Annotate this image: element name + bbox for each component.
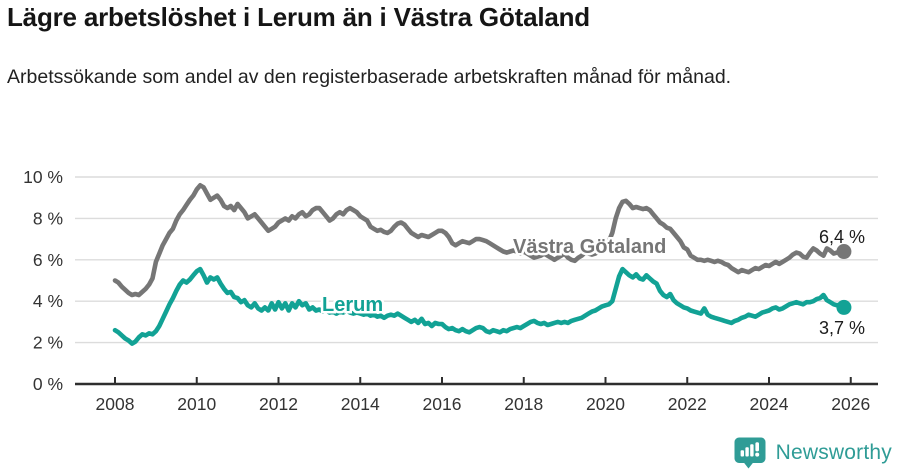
y-tick-label: 2 % bbox=[33, 333, 63, 353]
x-tick-label: 2020 bbox=[586, 394, 625, 414]
y-tick-label: 8 % bbox=[33, 208, 63, 228]
bar-medium bbox=[745, 447, 749, 457]
x-tick-label: 2014 bbox=[341, 394, 380, 414]
series-line-lerum bbox=[112, 266, 847, 346]
x-tick-label: 2024 bbox=[750, 394, 789, 414]
x-tick-label: 2018 bbox=[504, 394, 543, 414]
bar-short bbox=[740, 450, 744, 457]
newsworthy-brand-name: Newsworthy bbox=[775, 441, 892, 464]
bar-tall bbox=[749, 444, 754, 457]
y-tick-label: 4 % bbox=[33, 291, 63, 311]
page-subtitle: Arbetssökande som andel av den registerb… bbox=[7, 66, 732, 88]
y-tick-label: 10 % bbox=[23, 167, 63, 187]
x-tick-label: 2016 bbox=[423, 394, 462, 414]
newsworthy-logo: Newsworthy bbox=[733, 436, 892, 470]
page-title: Lägre arbetslöshet i Lerum än i Västra G… bbox=[7, 2, 590, 32]
series-inline-label-lerum: Lerum bbox=[322, 294, 383, 316]
exclamation-dot bbox=[754, 452, 759, 457]
x-tick-label: 2022 bbox=[668, 394, 707, 414]
x-tick-label: 2008 bbox=[96, 394, 135, 414]
series-end-value-vastra-gotaland: 6,4 % bbox=[819, 227, 865, 247]
y-tick-label: 0 % bbox=[33, 374, 63, 394]
series-end-value-lerum: 3,7 % bbox=[819, 318, 865, 338]
newsworthy-chart-bubble-icon bbox=[734, 437, 766, 469]
series-end-dot-vastra-gotaland bbox=[836, 244, 852, 260]
x-tick-label: 2010 bbox=[177, 394, 216, 414]
exclamation-bar bbox=[755, 442, 759, 452]
y-tick-label: 6 % bbox=[33, 250, 63, 270]
series-end-dot-lerum bbox=[836, 299, 852, 315]
speech-bubble-shape bbox=[734, 437, 766, 469]
x-tick-label: 2026 bbox=[831, 394, 870, 414]
series-inline-label-vastra-gotaland: Västra Götaland bbox=[513, 236, 666, 258]
x-tick-label: 2012 bbox=[259, 394, 298, 414]
series-line-vastra-gotaland bbox=[112, 183, 847, 298]
